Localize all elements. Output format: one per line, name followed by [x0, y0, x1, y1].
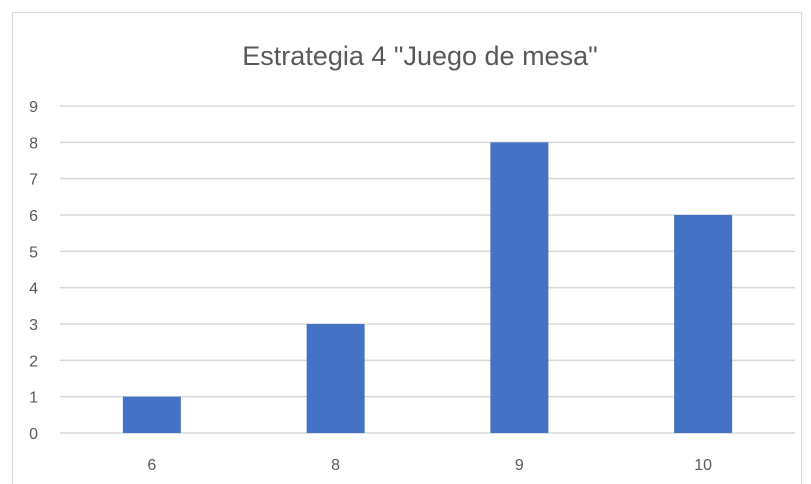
y-tick-label: 2	[29, 353, 38, 370]
bar-6	[122, 396, 181, 433]
y-tick-label: 9	[29, 99, 38, 116]
x-tick-label: 6	[147, 457, 156, 474]
x-tick-label: 8	[331, 457, 340, 474]
y-tick-label: 1	[29, 390, 38, 407]
y-tick-label: 5	[29, 244, 38, 261]
y-tick-label: 3	[29, 317, 38, 334]
y-tick-label: 8	[29, 135, 38, 152]
bar-8	[306, 324, 365, 433]
x-axis-tick-labels: 6 8 9 10	[147, 457, 712, 474]
x-tick-label: 9	[515, 457, 524, 474]
gridlines	[60, 105, 795, 434]
y-tick-label: 6	[29, 208, 38, 225]
y-tick-label: 4	[29, 281, 38, 298]
chart-title: Estrategia 4 "Juego de mesa"	[242, 41, 597, 71]
y-tick-label: 7	[29, 172, 38, 189]
bar-9	[490, 142, 549, 434]
y-axis-tick-labels: 0 1 2 3 4 5 6 7 8 9	[29, 99, 38, 443]
y-tick-label: 0	[29, 426, 38, 443]
bars	[122, 142, 733, 434]
bar-10	[674, 215, 733, 433]
x-tick-label: 10	[694, 457, 712, 474]
